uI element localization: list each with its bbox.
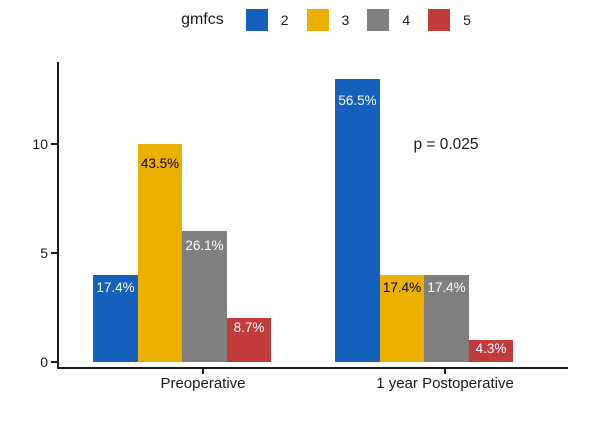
legend-item-gmfcs-5: 5 <box>428 9 471 31</box>
legend-item-label: 2 <box>280 12 289 28</box>
x-axis-line <box>57 367 568 369</box>
legend-item-gmfcs-3: 3 <box>306 9 350 31</box>
bar-gmfcs-4 <box>424 275 469 362</box>
y-tick <box>51 361 57 363</box>
legend-item-label: 3 <box>341 12 350 28</box>
legend-item-label: 5 <box>463 12 471 28</box>
p-value-annotation: p = 0.025 <box>413 136 479 153</box>
x-tick-label-preoperative: Preoperative <box>160 375 246 392</box>
bar-value-label: 4.3% <box>475 341 507 357</box>
legend-swatch <box>428 9 451 31</box>
bar-gmfcs-3 <box>138 144 182 362</box>
legend-items: 2 3 4 5 <box>245 9 471 31</box>
bar-gmfcs-2 <box>335 79 380 362</box>
y-axis-line <box>57 62 59 369</box>
x-tick-label-postoperative: 1 year Postoperative <box>376 375 514 392</box>
bar-gmfcs-4 <box>182 231 227 362</box>
bar-value-label: 56.5% <box>338 93 377 108</box>
bar-gmfcs-2 <box>93 275 138 362</box>
legend-title: gmfcs <box>181 11 224 28</box>
x-tick <box>444 369 446 374</box>
x-tick <box>202 369 204 374</box>
legend-swatch <box>306 9 329 31</box>
legend-item-gmfcs-2: 2 <box>245 9 289 31</box>
bar-gmfcs-5 <box>469 340 513 362</box>
bar-gmfcs-5 <box>227 318 271 362</box>
y-tick <box>51 252 57 254</box>
bar-value-label: 17.4% <box>382 279 422 295</box>
legend-item-label: 4 <box>402 12 411 28</box>
y-tick <box>51 143 57 145</box>
y-tick-label: 5 <box>40 245 48 261</box>
bar-value-label: 43.5% <box>140 155 180 171</box>
bar-value-label: 26.1% <box>185 238 224 254</box>
y-tick-label: 0 <box>40 354 48 370</box>
legend: gmfcs 2 3 4 5 <box>26 9 600 31</box>
legend-item-gmfcs-4: 4 <box>367 9 410 31</box>
legend-swatch <box>245 9 268 31</box>
bar-value-label: 17.4% <box>96 279 135 295</box>
legend-swatch <box>367 9 390 31</box>
bar-value-label: 8.7% <box>233 320 265 336</box>
y-tick-label: 10 <box>32 136 48 152</box>
bar-gmfcs-3 <box>380 275 424 362</box>
bar-value-label: 17.4% <box>427 279 466 295</box>
